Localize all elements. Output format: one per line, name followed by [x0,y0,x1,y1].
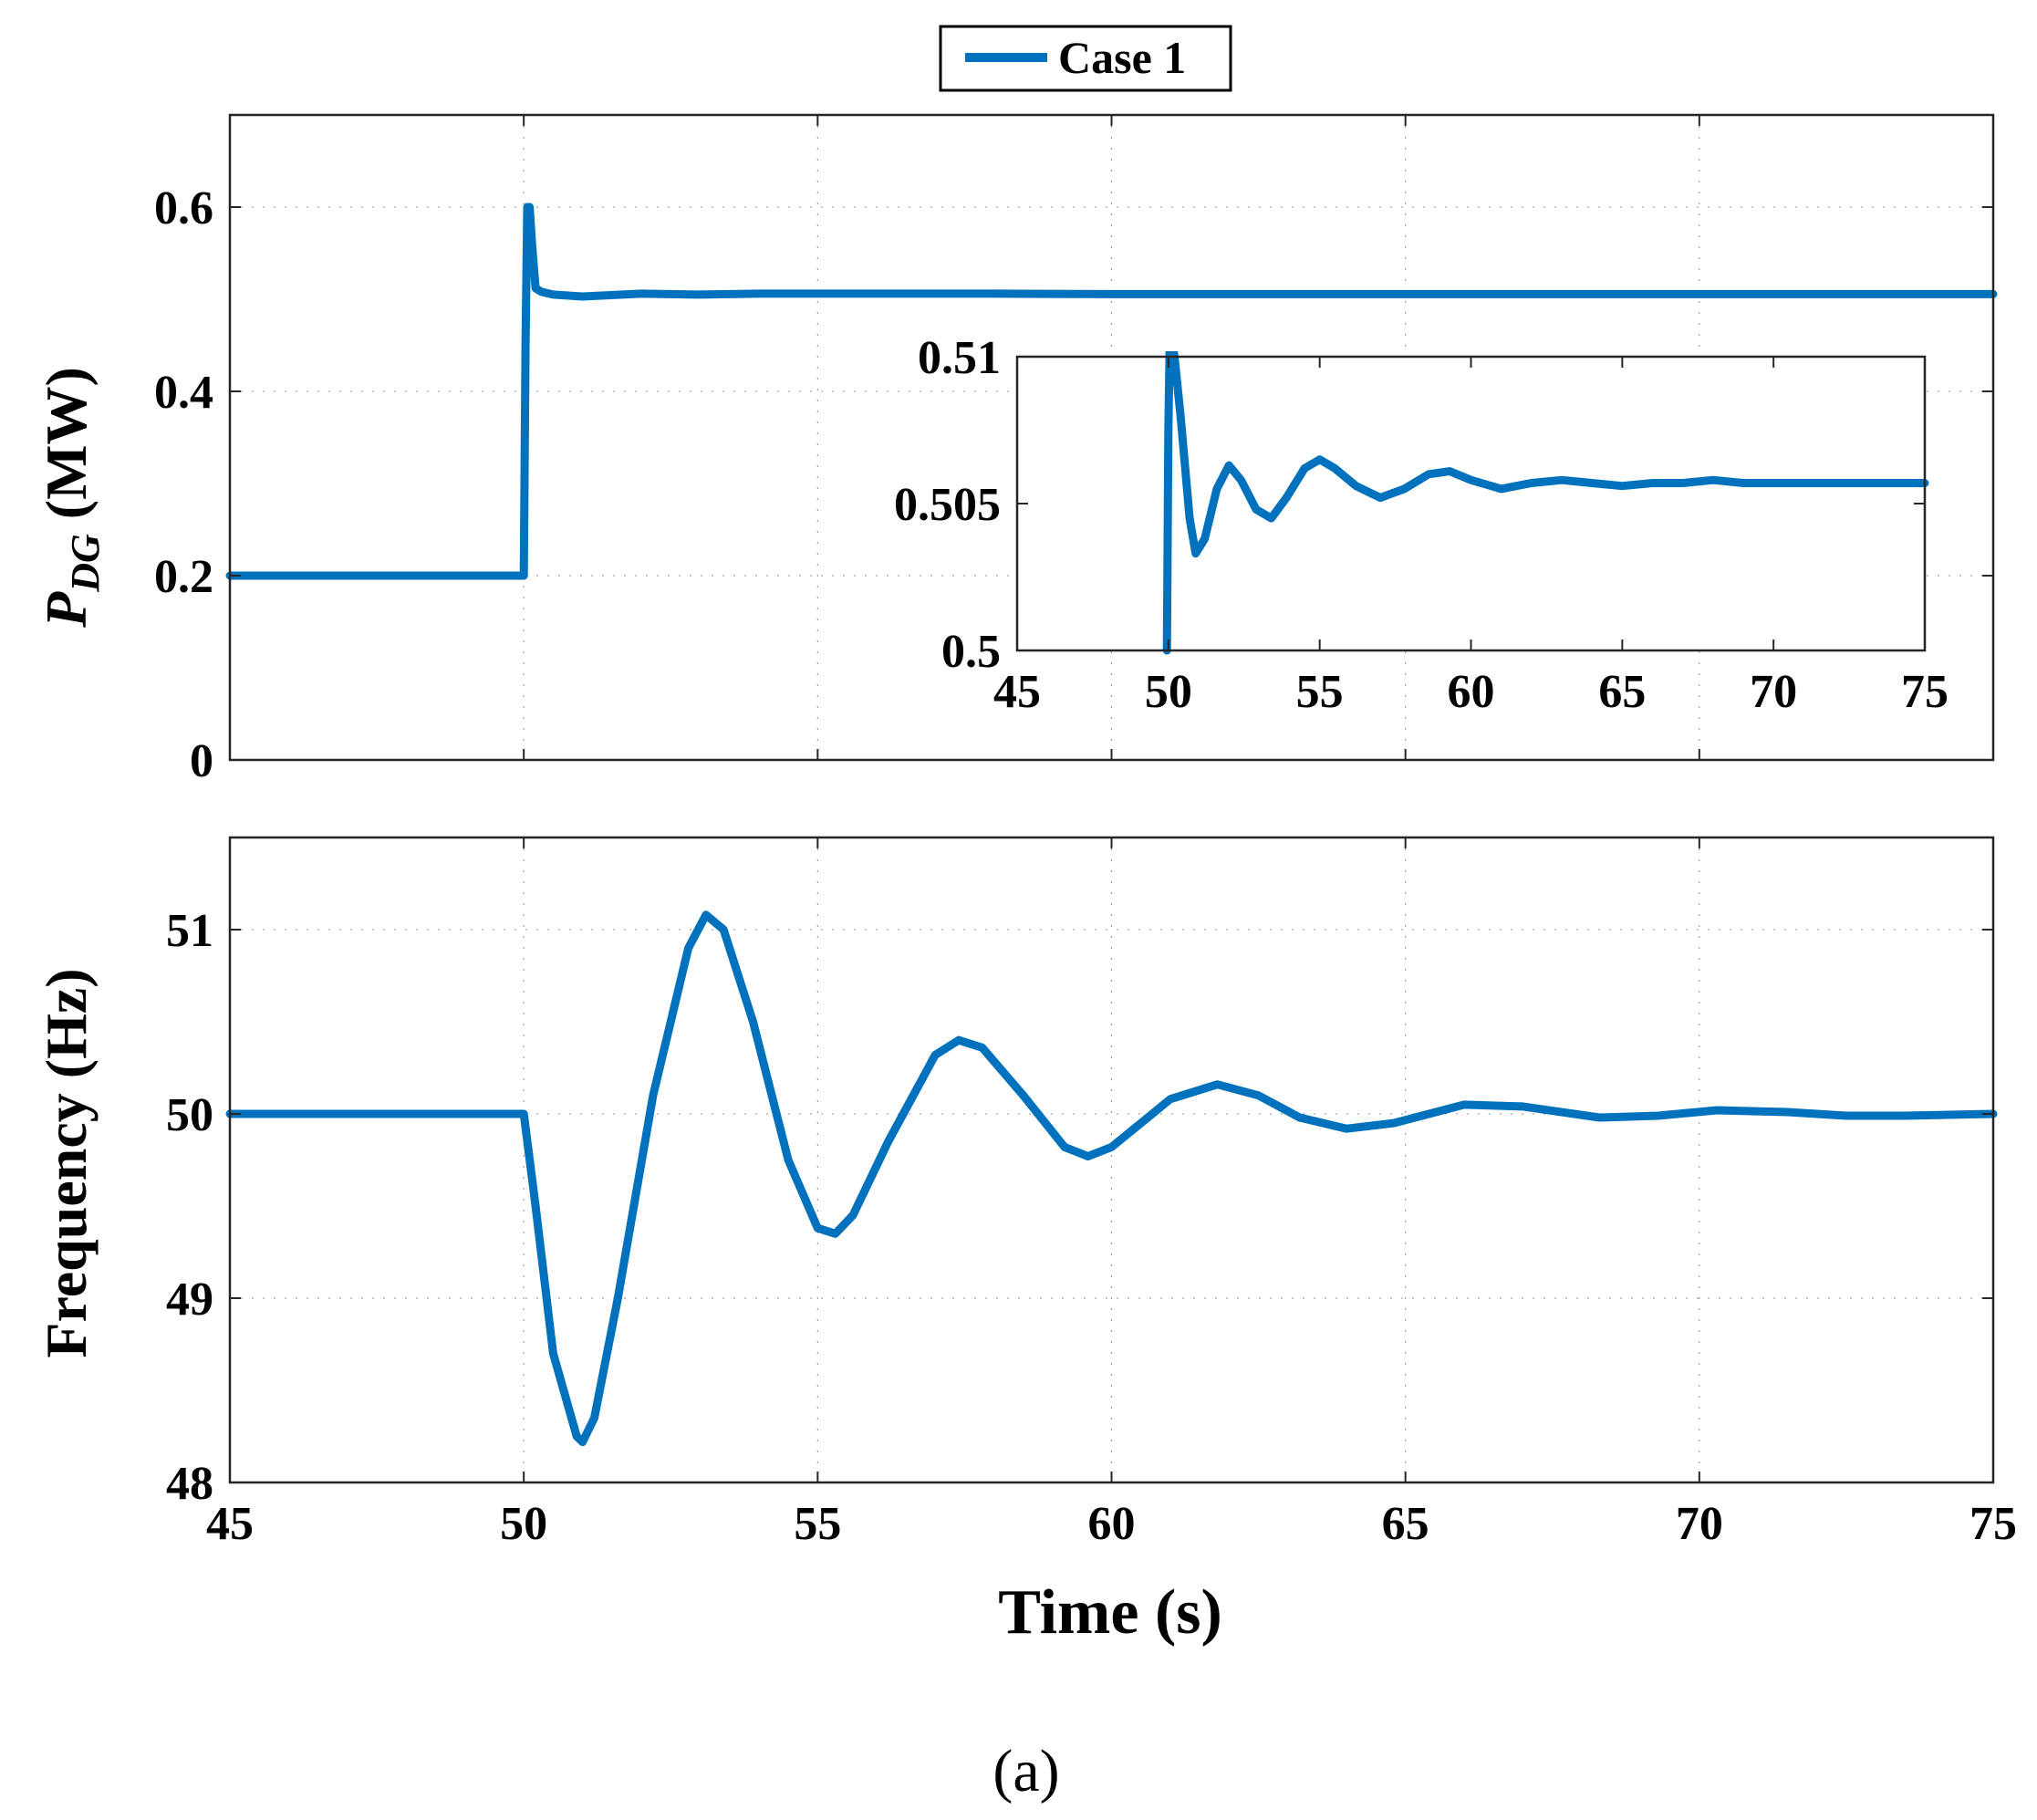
figure-caption: (a) [993,1738,1059,1804]
frequency-xtick-label: 45 [206,1498,254,1550]
frequency-ytick-label: 50 [166,1089,213,1141]
legend-label: Case 1 [1058,32,1186,83]
time-xlabel: Time (s) [998,1577,1222,1648]
inset-xtick-label: 65 [1598,666,1646,718]
inset-background [1014,354,1926,651]
pdg-ylabel-unit: (MW) [34,367,99,534]
inset-xtick-label: 75 [1901,666,1949,718]
frequency-ytick-label: 49 [166,1274,213,1326]
inset-xtick-label: 70 [1750,666,1797,718]
inset-ytick-label: 0.505 [894,479,1001,531]
frequency-ytick-label: 51 [166,905,213,957]
inset-xtick-label: 60 [1448,666,1495,718]
inset-series-line [1162,351,1929,655]
pdg-ylabel: PDG (MW) [34,367,108,629]
frequency-xtick-label: 50 [500,1498,547,1550]
axes-pdg: 0 0.2 0.4 0.6 [154,113,1998,787]
frequency-xtick-label: 55 [794,1498,841,1550]
pdg-series-line [225,203,1998,580]
inset-xtick-label: 45 [993,666,1041,718]
frequency-series-line [225,910,1998,1447]
axes-pdg-inset: 0.5 0.505 0.51 45 50 55 60 65 70 75 [894,332,1949,718]
inset-xtick-label: 55 [1296,666,1344,718]
inset-ytick-label: 0.51 [918,332,1001,384]
inset-xtick-label: 50 [1145,666,1192,718]
frequency-xtick-label: 60 [1088,1498,1136,1550]
frequency-xtick-label: 65 [1382,1498,1429,1550]
frequency-xtick-label: 70 [1676,1498,1723,1550]
pdg-ytick-label: 0 [190,735,213,787]
pdg-ytick-label: 0.2 [154,551,213,603]
axes-frequency: 48 49 50 51 45 50 55 60 65 70 75 [166,836,2017,1550]
frequency-ylabel: Frequency (Hz) [34,968,99,1357]
pdg-ylabel-sub: DG [63,534,108,593]
pdg-ytick-label: 0.4 [154,367,213,419]
pdg-ytick-label: 0.6 [154,182,213,234]
frequency-ytick-label: 48 [166,1458,213,1510]
pdg-ylabel-main: P [34,591,99,629]
inset-ytick-label: 0.5 [941,626,1001,678]
legend: Case 1 [939,25,1232,92]
frequency-xtick-label: 75 [1969,1498,2017,1550]
